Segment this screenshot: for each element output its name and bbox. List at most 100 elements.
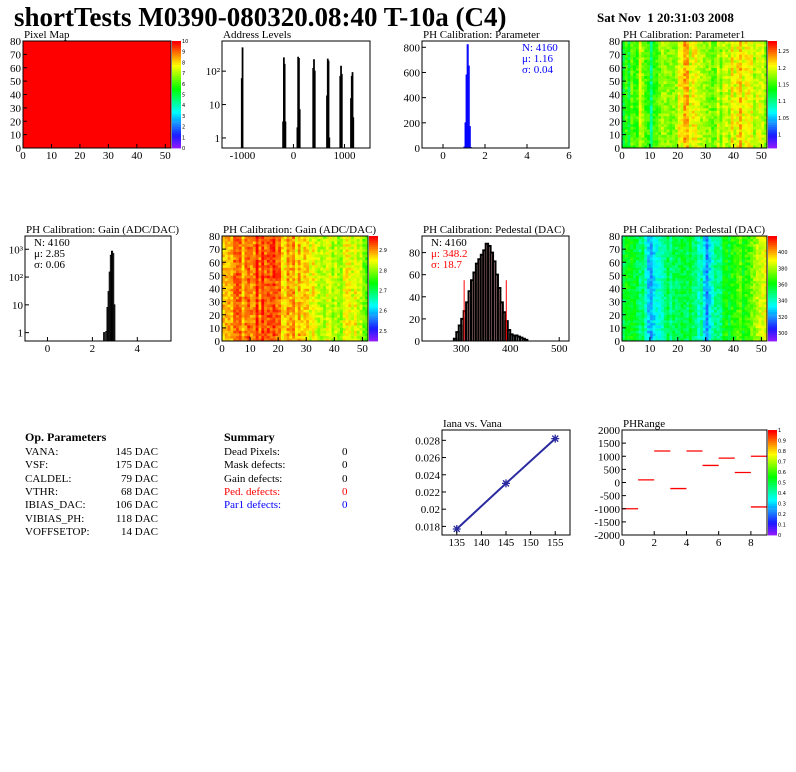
heatmap-cell (286, 306, 290, 310)
heatmap-cell (708, 131, 712, 135)
heatmap-cell (686, 131, 690, 135)
heatmap-cell (627, 238, 631, 242)
heatmap-cell (741, 121, 745, 125)
heatmap-cell (342, 241, 346, 245)
heatmap-cell (644, 278, 648, 281)
y-tick-label: 10 (10, 130, 22, 142)
heatmap-cell (753, 89, 757, 93)
heatmap-cell (224, 320, 228, 323)
heatmap-cell (719, 91, 723, 95)
heatmap-cell (741, 94, 745, 98)
heatmap-cell (750, 46, 754, 50)
heatmap-cell (266, 291, 271, 295)
heatmap-cell (238, 325, 242, 329)
heatmap-cell (280, 272, 285, 276)
heatmap-cell (264, 257, 268, 260)
heatmap-cell (325, 327, 329, 331)
heatmap-cell (227, 267, 231, 271)
heatmap-cell (755, 110, 759, 114)
heatmap-cell (727, 78, 732, 82)
heatmap-cell (286, 320, 290, 323)
heatmap-cell (356, 296, 360, 300)
heatmap-cell (755, 121, 759, 125)
heatmap-cell (365, 285, 369, 289)
heatmap-cell (289, 264, 293, 268)
heatmap-cell (278, 304, 282, 308)
heatmap-cell (314, 249, 318, 253)
heatmap-cell (677, 145, 681, 149)
heatmap-cell (633, 110, 637, 114)
heatmap-cell (736, 43, 740, 47)
heatmap-cell (658, 43, 662, 47)
heatmap-cell (622, 46, 626, 50)
heatmap-cell (331, 254, 335, 258)
heatmap-cell (233, 309, 237, 313)
heatmap-cell (753, 113, 757, 117)
heatmap-cell (264, 325, 268, 329)
palette-cell (172, 90, 181, 93)
heatmap-cell (716, 89, 720, 93)
heatmap-cell (761, 51, 765, 55)
heatmap-cell (334, 312, 338, 316)
heatmap-cell (764, 59, 768, 63)
heatmap-cell (337, 238, 341, 242)
heatmap-cell (339, 272, 344, 276)
heatmap-cell (317, 325, 321, 329)
heatmap-cell (677, 131, 681, 135)
x-tick-label: 10 (46, 150, 58, 162)
heatmap-cell (708, 107, 712, 111)
heatmap-cell (233, 335, 237, 339)
heatmap-cell (250, 320, 254, 323)
heatmap-cell (753, 83, 757, 87)
heatmap-cell (744, 57, 748, 61)
heatmap-cell (280, 322, 285, 326)
heatmap-cell (722, 102, 726, 106)
heatmap-cell (649, 129, 653, 133)
heatmap-cell (694, 43, 698, 47)
heatmap-cell (744, 110, 748, 114)
heatmap-cell (283, 304, 287, 308)
heatmap-cell (328, 306, 332, 310)
heatmap-cell (334, 291, 338, 295)
y-tick-label: 0 (615, 143, 621, 155)
heatmap-cell (244, 330, 248, 334)
heatmap-cell (356, 314, 360, 318)
heatmap-cell (630, 75, 634, 79)
heatmap-cell (683, 137, 687, 141)
heatmap-cell (328, 325, 332, 329)
heatmap-cell (739, 123, 743, 127)
heatmap-cell (241, 259, 245, 263)
histogram-bin (351, 72, 354, 148)
heatmap-cell (630, 259, 634, 263)
heatmap-cell (303, 259, 307, 263)
heatmap-cell (638, 91, 642, 95)
heatmap-cell (627, 115, 631, 119)
heatmap-cell (323, 283, 327, 287)
heatmap-cell (345, 278, 349, 281)
heatmap-cell (663, 78, 667, 82)
heatmap-cell (353, 335, 358, 339)
heatmap-cell (269, 275, 273, 279)
heatmap-cell (641, 137, 645, 141)
heatmap-cell (622, 272, 626, 276)
heatmap-cell (227, 251, 231, 255)
heatmap-cell (255, 267, 259, 271)
heatmap-cell (241, 285, 245, 289)
heatmap-cell (266, 309, 271, 313)
heatmap-cell (303, 241, 307, 245)
heatmap-cell (686, 110, 690, 114)
heatmap-cell (278, 254, 282, 258)
heatmap-cell (311, 249, 315, 253)
heatmap-cell (339, 278, 344, 281)
heatmap-cell (323, 291, 327, 295)
heatmap-cell (719, 89, 723, 93)
heatmap-cell (337, 325, 341, 329)
heatmap-cell (661, 118, 665, 122)
heatmap-cell (627, 293, 631, 297)
heatmap-cell (348, 238, 352, 242)
heatmap-cell (733, 134, 737, 138)
heatmap-cell (635, 73, 640, 77)
y-tick-label: 40 (409, 292, 421, 304)
heatmap-cell (272, 322, 276, 326)
heatmap-cell (255, 251, 259, 255)
